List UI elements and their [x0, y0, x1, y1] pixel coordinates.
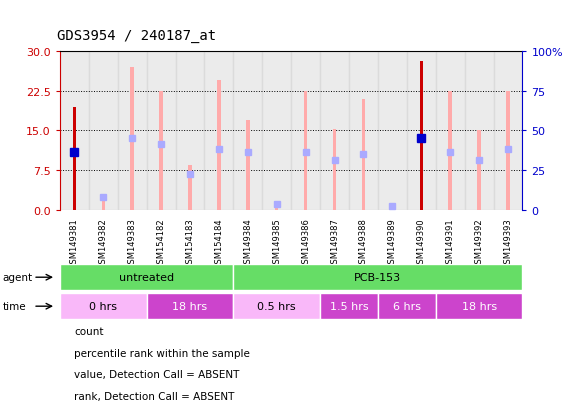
Bar — [234, 294, 320, 319]
Bar — [275, 204, 279, 211]
Bar — [60, 265, 234, 290]
Text: 6 hrs: 6 hrs — [393, 301, 421, 311]
Bar — [204, 52, 234, 211]
Text: GSM149390: GSM149390 — [417, 218, 426, 268]
Text: GSM154183: GSM154183 — [186, 218, 195, 268]
Bar — [407, 52, 436, 211]
Bar — [349, 52, 378, 211]
Text: GSM149383: GSM149383 — [128, 218, 136, 268]
Bar — [506, 91, 510, 211]
Bar — [73, 107, 76, 211]
Bar — [159, 91, 163, 211]
Bar — [477, 131, 481, 211]
Bar — [320, 52, 349, 211]
Text: GDS3954 / 240187_at: GDS3954 / 240187_at — [57, 29, 216, 43]
Bar — [188, 166, 192, 211]
Bar — [378, 52, 407, 211]
Bar — [333, 130, 336, 211]
Bar — [89, 52, 118, 211]
Text: percentile rank within the sample: percentile rank within the sample — [74, 348, 250, 358]
Text: 1.5 hrs: 1.5 hrs — [329, 301, 368, 311]
Text: 18 hrs: 18 hrs — [172, 301, 208, 311]
Text: 0 hrs: 0 hrs — [89, 301, 117, 311]
Bar — [60, 294, 147, 319]
Text: value, Detection Call = ABSENT: value, Detection Call = ABSENT — [74, 370, 240, 380]
Text: 0.5 hrs: 0.5 hrs — [258, 301, 296, 311]
Bar — [320, 294, 378, 319]
Bar — [234, 265, 522, 290]
Text: time: time — [3, 301, 26, 311]
Bar — [448, 91, 452, 211]
Text: GSM154184: GSM154184 — [215, 218, 223, 268]
Text: untreated: untreated — [119, 273, 174, 282]
Bar — [436, 294, 522, 319]
Bar — [291, 52, 320, 211]
Bar — [118, 52, 147, 211]
Text: GSM149386: GSM149386 — [301, 218, 310, 268]
Bar — [102, 197, 105, 211]
Bar — [147, 294, 234, 319]
Bar — [378, 294, 436, 319]
Text: GSM149389: GSM149389 — [388, 218, 397, 268]
Bar — [304, 91, 307, 211]
Bar — [147, 52, 176, 211]
Text: PCB-153: PCB-153 — [355, 273, 401, 282]
Text: GSM149381: GSM149381 — [70, 218, 79, 268]
Text: GSM149385: GSM149385 — [272, 218, 282, 268]
Bar — [362, 100, 365, 211]
Bar — [131, 68, 134, 211]
Text: GSM154182: GSM154182 — [156, 218, 166, 268]
Text: rank, Detection Call = ABSENT: rank, Detection Call = ABSENT — [74, 391, 235, 401]
Bar — [217, 81, 220, 211]
Bar — [391, 207, 394, 211]
Bar — [493, 52, 522, 211]
Text: GSM149393: GSM149393 — [504, 218, 513, 268]
Bar — [465, 52, 493, 211]
Bar — [234, 52, 262, 211]
Bar — [262, 52, 291, 211]
Bar — [436, 52, 465, 211]
Bar — [60, 52, 89, 211]
Bar — [420, 62, 423, 211]
Text: 18 hrs: 18 hrs — [461, 301, 497, 311]
Text: GSM149392: GSM149392 — [475, 218, 484, 268]
Text: GSM149382: GSM149382 — [99, 218, 108, 268]
Text: GSM149391: GSM149391 — [446, 218, 455, 268]
Text: count: count — [74, 327, 104, 337]
Text: GSM149384: GSM149384 — [243, 218, 252, 268]
Text: agent: agent — [3, 273, 33, 282]
Text: GSM149387: GSM149387 — [330, 218, 339, 268]
Bar — [176, 52, 204, 211]
Bar — [246, 121, 250, 211]
Text: GSM149388: GSM149388 — [359, 218, 368, 268]
